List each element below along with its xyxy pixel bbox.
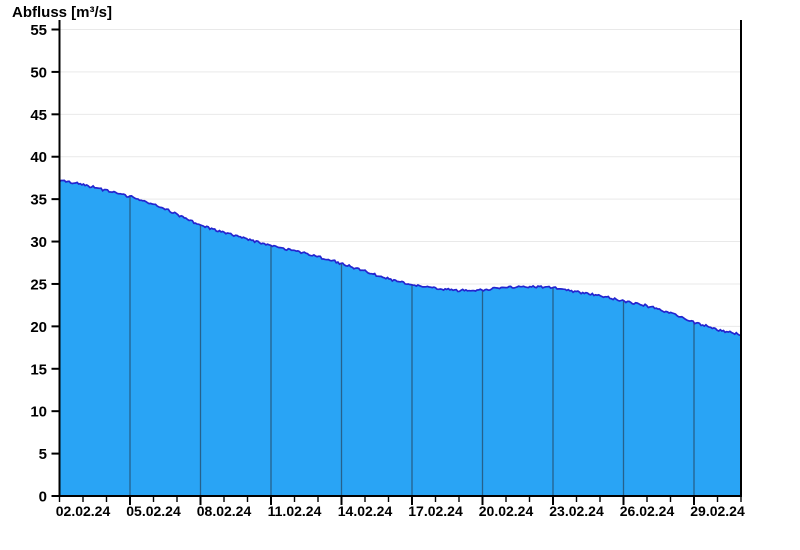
x-tick-label: 05.02.24 (126, 503, 181, 519)
tick-marks (51, 28, 742, 505)
x-tick-label: 17.02.24 (408, 503, 463, 519)
y-axis-labels: 0 5 10 15 20 25 30 35 40 45 50 55 (30, 22, 47, 506)
x-tick-label: 29.02.24 (690, 503, 745, 519)
x-tick-label: 23.02.24 (549, 503, 604, 519)
y-tick-label: 45 (30, 107, 47, 124)
y-tick-label: 0 (39, 489, 47, 506)
discharge-line (58, 179, 741, 337)
x-tick-label: 14.02.24 (338, 503, 393, 519)
y-tick-label: 20 (30, 319, 47, 336)
y-tick-label: 40 (30, 149, 47, 166)
y-tick-label: 35 (30, 192, 47, 209)
x-tick-label: 02.02.24 (56, 503, 111, 519)
axes (58, 20, 742, 497)
y-tick-label: 5 (39, 446, 47, 463)
y-tick-label: 50 (30, 64, 47, 81)
y-tick-label: 25 (30, 276, 47, 293)
x-tick-label: 20.02.24 (479, 503, 534, 519)
y-tick-label: 15 (30, 361, 47, 378)
x-tick-label: 08.02.24 (197, 503, 252, 519)
area-fill (59, 180, 741, 496)
y-tick-label: 10 (30, 404, 47, 421)
y-tick-label: 30 (30, 234, 47, 251)
x-tick-label: 11.02.24 (268, 503, 322, 519)
x-tick-label: 26.02.24 (620, 503, 675, 519)
y-tick-label: 55 (30, 22, 47, 39)
x-axis-labels: 02.02.24 05.02.24 08.02.24 11.02.24 14.02.24… (56, 503, 745, 519)
chart-title: Abfluss [m³/s] (12, 4, 113, 21)
